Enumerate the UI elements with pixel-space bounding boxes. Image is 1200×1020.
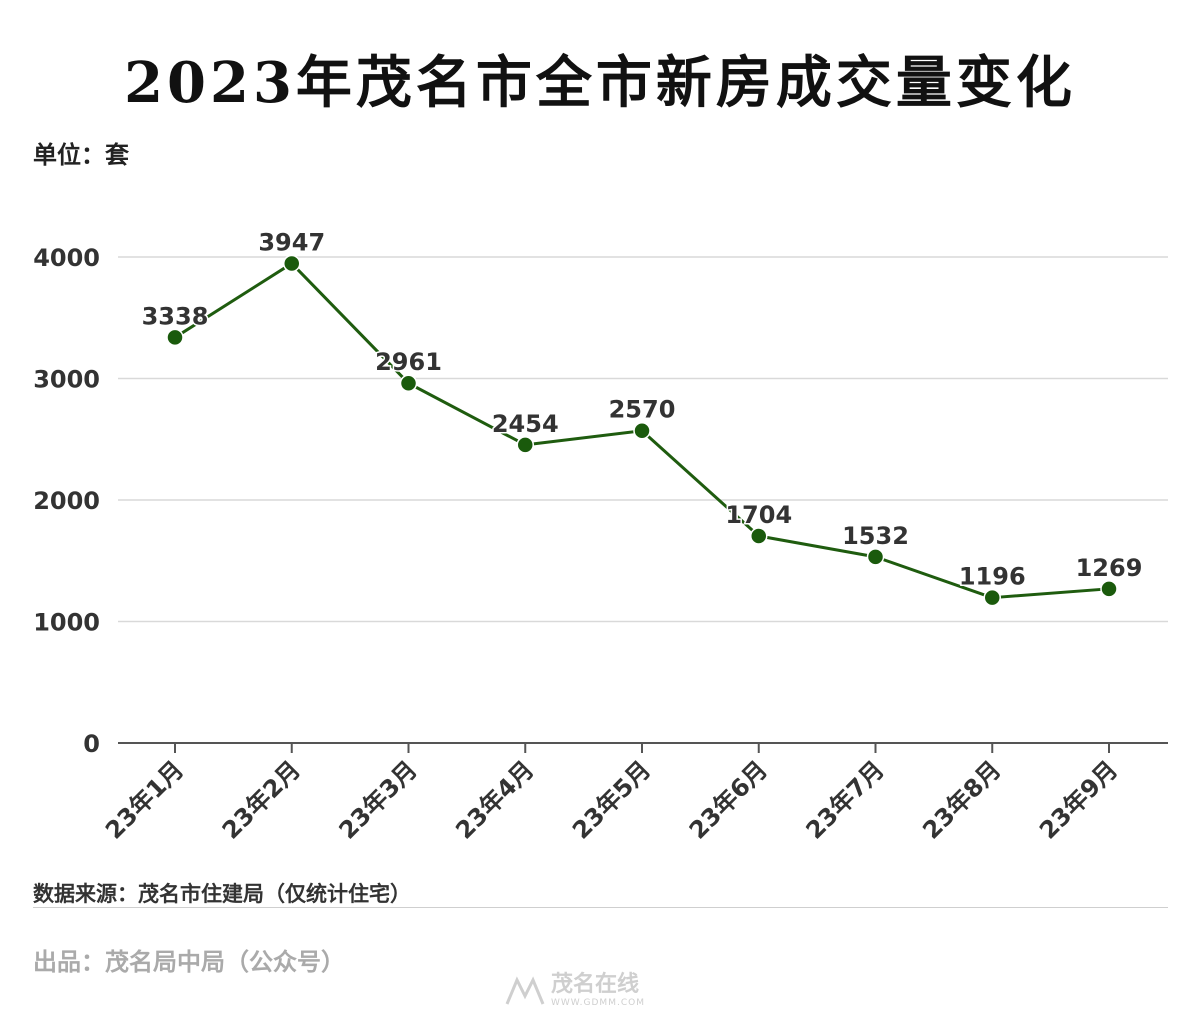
watermark-url: WWW.GDMM.COM xyxy=(551,998,645,1008)
x-tick-label: 23年5月 xyxy=(567,755,656,844)
data-label: 1196 xyxy=(959,563,1026,591)
data-point xyxy=(283,254,301,273)
unit-label: 单位：套 xyxy=(33,141,129,169)
x-tick-label: 23年7月 xyxy=(801,755,890,844)
data-point xyxy=(983,588,1001,607)
data-point xyxy=(633,421,651,440)
data-source-note: 数据来源：茂名市住建局（仅统计住宅） xyxy=(33,882,411,906)
data-label: 1704 xyxy=(725,501,792,529)
y-tick-label: 0 xyxy=(83,730,100,758)
publisher-credit: 出品：茂名局中局（公众号） xyxy=(33,948,345,976)
watermark: 茂名在线 WWW.GDMM.COM xyxy=(505,974,645,1008)
line-chart: 0 1000 2000 3000 4000 23年1月 23年2月 23年3月 23年4月 23年… xyxy=(33,227,1168,845)
watermark-text: 茂名在线 xyxy=(551,972,640,997)
data-point xyxy=(166,328,184,347)
x-tick-label: 23年4月 xyxy=(450,755,539,844)
data-point xyxy=(516,436,534,454)
chart-title: 2023年茂名市全市新房成交量变化 xyxy=(124,50,1076,116)
x-tick-label: 23年6月 xyxy=(684,755,773,844)
x-tick-label: 23年8月 xyxy=(917,755,1006,844)
y-tick-label: 1000 xyxy=(33,609,100,637)
data-label: 2961 xyxy=(375,348,442,376)
data-point xyxy=(866,548,885,566)
data-label: 2454 xyxy=(492,410,559,438)
data-label: 3338 xyxy=(142,302,209,330)
y-tick-label: 3000 xyxy=(33,366,100,394)
x-tick-label: 23年2月 xyxy=(217,755,306,844)
data-point xyxy=(750,527,768,545)
data-label: 1269 xyxy=(1076,554,1143,582)
y-tick-label: 4000 xyxy=(33,244,100,272)
logo-mark-icon xyxy=(505,976,545,1005)
x-tick-label: 23年1月 xyxy=(100,755,189,844)
x-tick-label: 23年9月 xyxy=(1034,755,1123,844)
y-tick-label: 2000 xyxy=(33,487,100,515)
x-tick-label: 23年3月 xyxy=(334,755,423,844)
footer-divider xyxy=(33,907,1168,908)
data-label: 1532 xyxy=(842,522,909,550)
data-point xyxy=(399,374,418,392)
data-label: 3947 xyxy=(258,228,325,256)
data-point xyxy=(1100,580,1118,598)
data-label: 2570 xyxy=(609,396,676,424)
